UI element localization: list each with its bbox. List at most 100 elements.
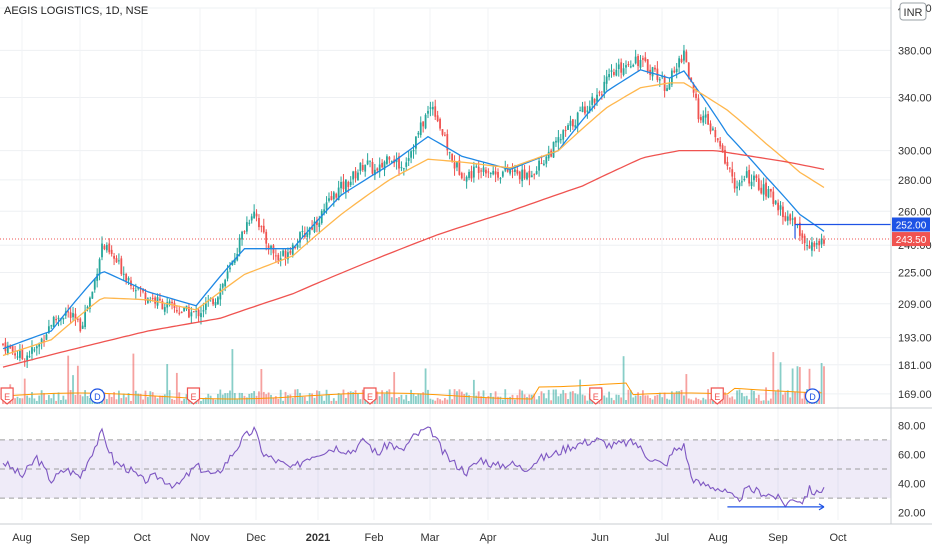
candle-body bbox=[265, 231, 268, 244]
volume-bar bbox=[45, 400, 48, 404]
volume-bar bbox=[31, 392, 33, 404]
volume-bar bbox=[175, 372, 178, 404]
candle-body bbox=[335, 193, 338, 198]
volume-bar bbox=[550, 400, 553, 404]
volume-bar bbox=[448, 389, 451, 404]
volume-bar bbox=[540, 391, 543, 404]
volume-bar bbox=[757, 394, 760, 404]
candle-body bbox=[144, 292, 147, 301]
volume-bar bbox=[14, 398, 16, 404]
candle-body bbox=[603, 81, 606, 93]
volume-bar bbox=[125, 397, 128, 404]
volume-bar bbox=[683, 395, 685, 404]
time-tick-label: Apr bbox=[479, 532, 496, 544]
volume-bar bbox=[279, 389, 282, 404]
candle-body bbox=[777, 202, 780, 211]
candle-body bbox=[192, 311, 195, 313]
currency-badge[interactable]: INR bbox=[899, 2, 927, 21]
candle-body bbox=[564, 130, 567, 132]
time-tick-label: Nov bbox=[190, 532, 210, 544]
dividend-event-marker bbox=[89, 388, 106, 404]
candle-body bbox=[494, 171, 497, 175]
volume-bar bbox=[690, 399, 693, 404]
volume-bar bbox=[576, 394, 579, 404]
candle-body bbox=[224, 279, 227, 287]
volume-bar bbox=[499, 396, 502, 404]
time-tick-label: Sep bbox=[768, 532, 788, 544]
volume-bar bbox=[335, 400, 338, 404]
price-tick-label: 380.00 bbox=[898, 45, 932, 57]
volume-bar bbox=[460, 391, 463, 404]
candle-body bbox=[279, 258, 282, 261]
candle-body bbox=[388, 157, 391, 160]
volume-bar bbox=[270, 394, 272, 404]
candle-body bbox=[415, 136, 417, 149]
resistance-price-tag bbox=[892, 217, 930, 232]
volume-bar bbox=[89, 397, 91, 404]
candle-body bbox=[559, 139, 562, 141]
candle-body bbox=[378, 164, 381, 172]
candle-body bbox=[171, 301, 173, 304]
candle-body bbox=[212, 298, 214, 305]
candle-body bbox=[542, 163, 545, 165]
candle-body bbox=[434, 106, 437, 117]
candle-body bbox=[552, 141, 555, 158]
volume-bar bbox=[137, 393, 140, 404]
candle-body bbox=[168, 301, 171, 304]
volume-bar bbox=[79, 394, 82, 404]
volume-bar bbox=[627, 389, 630, 404]
volume-bar bbox=[791, 368, 794, 404]
volume-bar bbox=[501, 399, 504, 404]
candle-body bbox=[14, 353, 16, 356]
candle-body bbox=[190, 312, 193, 317]
candle-body bbox=[712, 128, 714, 130]
candle-body bbox=[306, 233, 309, 238]
event-label: E bbox=[367, 392, 373, 402]
candle-body bbox=[509, 169, 511, 174]
volume-bar bbox=[151, 392, 154, 404]
volume-bar bbox=[40, 390, 43, 404]
candle-body bbox=[154, 297, 157, 304]
candle-body bbox=[38, 343, 41, 347]
volume-ma-line bbox=[2, 382, 822, 400]
volume-bar bbox=[328, 394, 330, 404]
volume-bar bbox=[282, 400, 285, 404]
volume-bar bbox=[337, 392, 340, 404]
candle-body bbox=[427, 110, 429, 114]
candle-body bbox=[451, 153, 454, 162]
volume-bar bbox=[779, 362, 782, 404]
candle-body bbox=[248, 222, 251, 224]
candle-body bbox=[178, 312, 181, 314]
divergence-arrow bbox=[818, 503, 825, 511]
candle-body bbox=[608, 74, 610, 78]
volume-bar bbox=[649, 398, 652, 404]
volume-bar bbox=[641, 390, 644, 404]
candle-body bbox=[405, 162, 408, 167]
volume-bar bbox=[361, 389, 364, 404]
candle-body bbox=[492, 170, 495, 175]
candle-body bbox=[200, 313, 202, 318]
volume-bar bbox=[613, 400, 615, 404]
volume-bar bbox=[303, 396, 306, 404]
volume-bar bbox=[255, 395, 258, 404]
volume-bar bbox=[451, 399, 454, 404]
candle-body bbox=[359, 162, 362, 172]
candle-body bbox=[480, 170, 483, 172]
candle-body bbox=[767, 189, 770, 198]
candle-body bbox=[347, 181, 350, 187]
candle-body bbox=[760, 187, 763, 194]
candle-body bbox=[596, 94, 598, 102]
candle-body bbox=[262, 225, 265, 233]
candle-body bbox=[680, 58, 683, 63]
volume-bar bbox=[748, 399, 751, 404]
volume-bar bbox=[509, 396, 511, 404]
volume-bar bbox=[453, 389, 456, 404]
volume-bar bbox=[610, 397, 613, 404]
earnings-event-marker bbox=[186, 387, 201, 405]
volume-bar bbox=[163, 394, 166, 404]
candle-body bbox=[422, 121, 425, 127]
volume-bar bbox=[110, 396, 113, 404]
candle-body bbox=[91, 291, 94, 299]
candle-body bbox=[361, 165, 364, 171]
